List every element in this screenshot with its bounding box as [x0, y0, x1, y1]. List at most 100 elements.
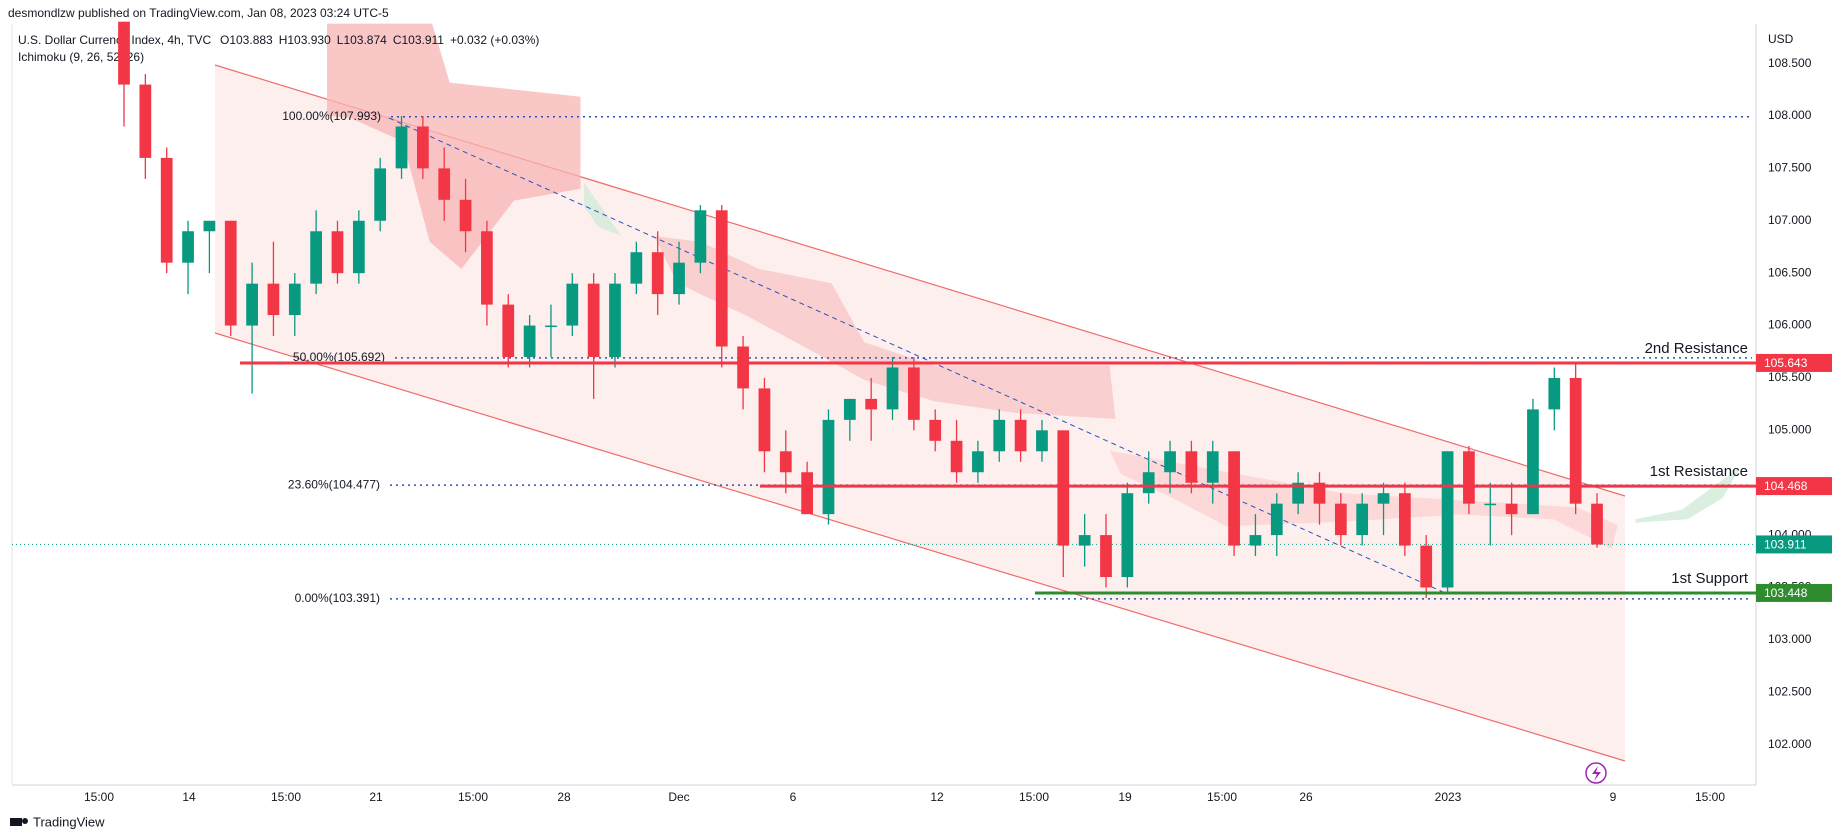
x-tick-label: 15:00	[271, 790, 301, 804]
candle-body	[1463, 451, 1475, 504]
ohlc-value: +0.032 (+0.03%)	[450, 33, 539, 47]
candle-body	[1569, 377, 1582, 504]
price-tag-label: 104.468	[1764, 479, 1808, 493]
candle-body	[737, 346, 749, 389]
candle-body	[224, 220, 237, 326]
candle-body	[1441, 451, 1454, 588]
cloud-area	[654, 236, 1116, 419]
y-tick-label: 108.000	[1768, 108, 1812, 122]
y-tick-label: 105.000	[1768, 422, 1812, 436]
candle-body	[993, 419, 1006, 452]
candle-body	[843, 398, 856, 420]
level-name: 1st Resistance	[1650, 463, 1748, 480]
candle-body	[459, 199, 472, 232]
lightning-icon[interactable]	[1585, 762, 1607, 784]
candle-body	[801, 472, 814, 515]
candle-body	[907, 367, 920, 420]
candle-body	[566, 283, 579, 326]
candle-body	[758, 388, 771, 452]
level-name: 2nd Resistance	[1645, 340, 1748, 357]
price-tag	[1756, 477, 1832, 496]
candle-body	[1527, 409, 1539, 515]
ohlc-value: O103.883	[220, 33, 273, 47]
candle-body	[1185, 451, 1198, 483]
y-tick-label: 106.500	[1768, 265, 1812, 279]
symbol-name: U.S. Dollar Currency Index, 4h, TVC	[18, 33, 212, 47]
candle-body	[651, 252, 664, 295]
price-tag	[1756, 353, 1832, 372]
cloud-area	[1635, 467, 1741, 523]
fib-trend-line	[388, 117, 1444, 593]
candle-body	[1057, 430, 1070, 546]
x-tick-label: 19	[1118, 790, 1132, 804]
candle-body	[395, 126, 408, 169]
ohlc-value: C103.911	[393, 33, 444, 47]
x-tick-label: 28	[557, 790, 571, 804]
candle-body	[1142, 472, 1155, 494]
candle-body	[416, 126, 429, 169]
candle-body	[694, 210, 707, 263]
logo-mark	[10, 818, 22, 826]
candle-body	[139, 84, 152, 158]
price-tag-label: 103.448	[1764, 586, 1808, 600]
logo-dot	[22, 818, 28, 824]
fib-level-label: 0.00%(103.391)	[295, 591, 380, 605]
candle-body	[118, 21, 130, 85]
candle-body	[1377, 493, 1390, 504]
y-tick-label: 108.500	[1768, 56, 1812, 70]
candle-body	[310, 231, 323, 284]
x-tick-label: 12	[930, 790, 944, 804]
x-tick-label: 21	[369, 790, 383, 804]
channel-fill	[215, 65, 1625, 761]
y-tick-label: 102.500	[1768, 684, 1812, 698]
candle-body	[267, 283, 280, 316]
ohlc-value: H103.930	[279, 33, 331, 47]
candle-body	[203, 220, 216, 232]
x-tick-label: 15:00	[1695, 790, 1725, 804]
x-tick-label: 6	[790, 790, 797, 804]
candle-body	[288, 283, 301, 316]
currency: USD	[1768, 32, 1794, 46]
brand: TradingView	[33, 814, 105, 829]
candle-body	[865, 398, 878, 410]
y-tick-label: 106.000	[1768, 318, 1812, 332]
candle-body	[1356, 503, 1369, 536]
background-layer	[11, 23, 1757, 786]
candle-body	[673, 262, 685, 295]
y-tick-label: 103.000	[1768, 632, 1812, 646]
price-tag	[1756, 535, 1832, 554]
lightning-bolt[interactable]	[1592, 766, 1601, 781]
candle-body	[523, 325, 536, 357]
candle-body	[929, 419, 942, 441]
candle-body	[1249, 535, 1262, 546]
candle-body	[822, 419, 835, 515]
x-tick-label: 15:00	[1019, 790, 1049, 804]
candle-body	[1036, 430, 1048, 452]
fib-level-label: 100.00%(107.993)	[282, 109, 381, 123]
cloud-area	[584, 182, 622, 236]
x-tick-label: 2023	[1435, 790, 1462, 804]
last-price-label: 103.911	[1764, 538, 1807, 552]
x-tick-label: 9	[1610, 790, 1617, 804]
candle-body	[715, 210, 728, 347]
candle-body	[160, 157, 173, 263]
candle-body	[1270, 503, 1283, 536]
candle-body	[1548, 377, 1561, 410]
candle-body	[609, 283, 621, 357]
candle-body	[1334, 503, 1347, 536]
candle-body	[438, 168, 451, 200]
price-tag	[1756, 583, 1832, 602]
cloud-area	[327, 23, 581, 269]
candle-body	[972, 451, 984, 473]
candle-body	[1121, 493, 1134, 578]
y-tick-label: 105.500	[1768, 370, 1812, 384]
price-tag-label: 105.643	[1764, 356, 1808, 370]
candle-body	[1484, 503, 1497, 506]
fib-level-label: 50.00%(105.692)	[293, 350, 385, 364]
candle-body	[1206, 451, 1219, 483]
ohlc-value: L103.874	[337, 33, 387, 47]
candle-body	[1292, 482, 1305, 504]
candle-body	[352, 220, 365, 274]
candle-body	[1228, 451, 1240, 546]
